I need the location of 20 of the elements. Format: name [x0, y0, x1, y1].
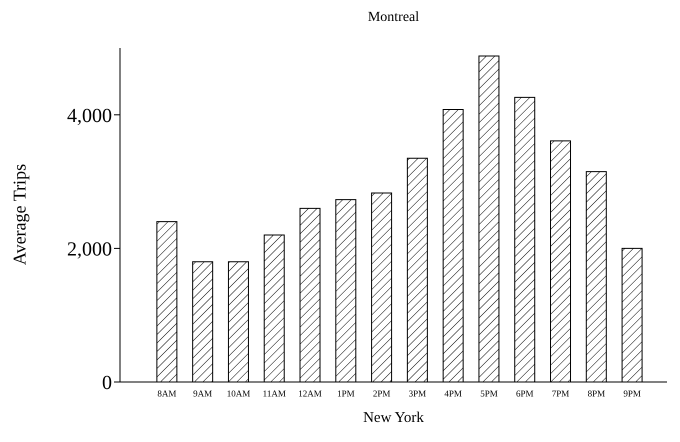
x-tick-label: 6PM [516, 388, 534, 398]
x-tick-label: 1PM [337, 388, 355, 398]
x-tick-label: 7PM [552, 388, 570, 398]
x-tick-label: 8AM [157, 388, 176, 398]
y-tick-label: 0 [102, 372, 112, 394]
chart-title: Montreal [366, 10, 420, 26]
x-tick-label: 8PM [588, 388, 606, 398]
x-tick-label: 10AM [226, 388, 250, 398]
x-tick-label: 2PM [372, 388, 390, 398]
x-tick-label: 9AM [193, 388, 212, 398]
x-tick-label: 11AM [262, 388, 286, 398]
x-tick-label: 12AM [298, 388, 322, 398]
y-tick-label: 4,000 [67, 104, 112, 127]
x-axis-title: New York [362, 410, 425, 427]
x-tick-label: 3PM [408, 388, 426, 398]
x-tick-label: 4PM [444, 388, 462, 398]
y-axis-title: Average Trips [10, 162, 30, 268]
x-tick-label: 5PM [480, 388, 498, 398]
y-tick-label: 2,000 [67, 238, 112, 260]
x-tick-label: 9PM [623, 388, 641, 398]
